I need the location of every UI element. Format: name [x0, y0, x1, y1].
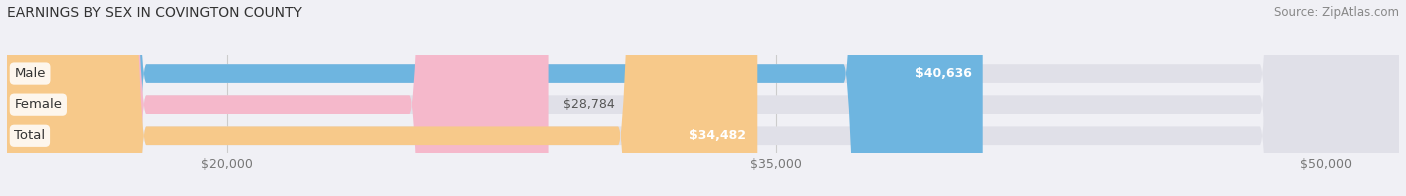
Text: Source: ZipAtlas.com: Source: ZipAtlas.com: [1274, 6, 1399, 19]
FancyBboxPatch shape: [7, 0, 983, 196]
Text: Female: Female: [14, 98, 62, 111]
Text: $28,784: $28,784: [564, 98, 614, 111]
Text: Total: Total: [14, 129, 45, 142]
Text: $40,636: $40,636: [915, 67, 972, 80]
FancyBboxPatch shape: [7, 0, 1399, 196]
Text: Male: Male: [14, 67, 46, 80]
Text: $34,482: $34,482: [689, 129, 747, 142]
FancyBboxPatch shape: [7, 0, 758, 196]
Text: EARNINGS BY SEX IN COVINGTON COUNTY: EARNINGS BY SEX IN COVINGTON COUNTY: [7, 6, 302, 20]
FancyBboxPatch shape: [7, 0, 548, 196]
FancyBboxPatch shape: [7, 0, 1399, 196]
FancyBboxPatch shape: [7, 0, 1399, 196]
